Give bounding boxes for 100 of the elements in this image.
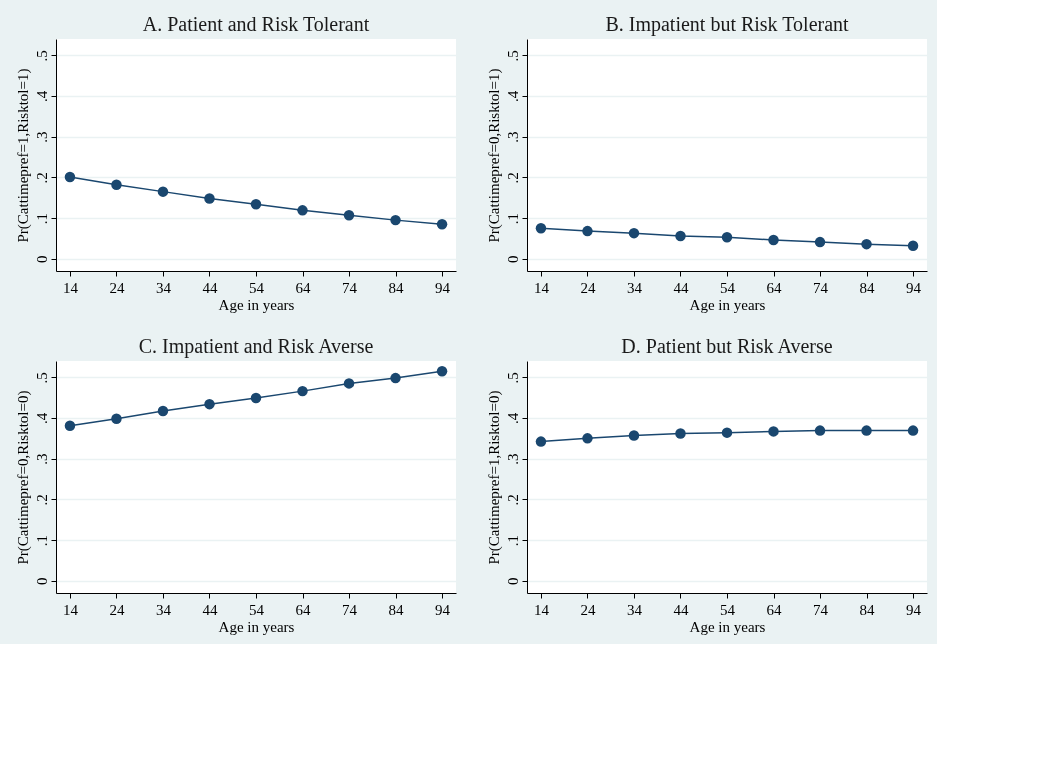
point bbox=[297, 385, 308, 397]
y-axis-title: Pr(Cattimepref=0,Risktol=1) bbox=[485, 68, 503, 243]
point bbox=[250, 392, 262, 404]
y-tick-label: .3 bbox=[33, 131, 50, 143]
x-tick-label: 64 bbox=[766, 279, 783, 296]
x-tick-label: 74 bbox=[342, 279, 358, 296]
x-tick-label: 34 bbox=[626, 279, 643, 296]
x-axis-title: Age in years bbox=[689, 618, 766, 635]
point bbox=[582, 433, 593, 444]
y-tick-label: .5 bbox=[33, 50, 50, 62]
y-tick-label: 0 bbox=[33, 255, 50, 264]
x-tick-label: 24 bbox=[109, 279, 125, 296]
chart-title: D. Patient but Risk Averse bbox=[621, 335, 833, 357]
y-tick-label: .2 bbox=[33, 172, 50, 184]
x-tick-label: 34 bbox=[155, 601, 172, 618]
x-tick-label: 44 bbox=[673, 601, 689, 618]
y-tick-label: .3 bbox=[33, 453, 50, 465]
x-axis-title: Age in years bbox=[218, 296, 295, 313]
x-tick-label: 24 bbox=[109, 601, 125, 618]
x-tick-label: 24 bbox=[580, 279, 596, 296]
x-axis-title: Age in years bbox=[218, 618, 295, 635]
x-tick-label: 64 bbox=[295, 601, 312, 618]
y-tick-label: .1 bbox=[33, 212, 50, 225]
point bbox=[535, 436, 547, 447]
x-tick-label: 54 bbox=[720, 279, 736, 296]
x-tick-label: 94 bbox=[435, 279, 451, 296]
point bbox=[861, 238, 872, 250]
point bbox=[907, 425, 919, 436]
x-tick-label: 44 bbox=[673, 279, 689, 296]
x-tick-label: 94 bbox=[435, 601, 451, 618]
x-tick-label: 54 bbox=[720, 601, 736, 618]
x-axis-title: Age in years bbox=[689, 296, 766, 313]
y-tick-label: .4 bbox=[33, 412, 50, 425]
y-tick-label: .5 bbox=[504, 50, 521, 62]
x-tick-label: 74 bbox=[813, 601, 829, 618]
y-tick-label: .2 bbox=[33, 494, 50, 506]
point bbox=[814, 425, 826, 436]
x-tick-label: 34 bbox=[626, 601, 643, 618]
point bbox=[297, 205, 308, 216]
chart-title: B. Impatient but Risk Tolerant bbox=[605, 13, 850, 36]
chart-title: C. Impatient and Risk Averse bbox=[138, 335, 374, 358]
y-tick-label: 0 bbox=[504, 577, 521, 586]
y-tick-label: .2 bbox=[504, 494, 521, 506]
point bbox=[436, 218, 448, 230]
point bbox=[390, 214, 401, 226]
point bbox=[390, 372, 401, 384]
y-axis-title: Pr(Cattimepref=1,Risktol=1) bbox=[14, 68, 32, 243]
x-tick-label: 44 bbox=[202, 279, 218, 296]
point bbox=[157, 405, 169, 417]
x-tick-label: 54 bbox=[249, 279, 265, 296]
x-tick-label: 94 bbox=[906, 601, 922, 618]
x-tick-label: 34 bbox=[155, 279, 172, 296]
point bbox=[343, 210, 355, 221]
x-tick-label: 84 bbox=[388, 279, 405, 296]
y-tick-label: .1 bbox=[504, 534, 521, 547]
x-tick-label: 44 bbox=[202, 601, 218, 618]
point bbox=[535, 223, 547, 234]
point bbox=[64, 171, 76, 183]
y-tick-label: 0 bbox=[33, 577, 50, 586]
point bbox=[343, 378, 355, 389]
point bbox=[111, 179, 122, 190]
x-tick-label: 74 bbox=[813, 279, 829, 296]
chart-title: A. Patient and Risk Tolerant bbox=[142, 13, 370, 35]
point bbox=[582, 225, 593, 237]
point bbox=[907, 240, 919, 251]
x-tick-label: 84 bbox=[859, 601, 876, 618]
x-tick-label: 74 bbox=[342, 601, 358, 618]
point bbox=[64, 420, 76, 431]
y-tick-label: .2 bbox=[504, 172, 521, 184]
point bbox=[436, 365, 448, 377]
point bbox=[675, 230, 686, 242]
y-tick-label: .4 bbox=[33, 90, 50, 103]
point bbox=[721, 231, 733, 243]
y-tick-label: .3 bbox=[504, 131, 521, 143]
y-tick-label: .5 bbox=[33, 372, 50, 384]
point bbox=[157, 186, 169, 197]
x-tick-label: 54 bbox=[249, 601, 265, 618]
point bbox=[250, 199, 262, 210]
point bbox=[628, 430, 640, 441]
y-tick-label: .3 bbox=[504, 453, 521, 465]
point bbox=[628, 227, 640, 239]
x-tick-label: 24 bbox=[580, 601, 596, 618]
x-tick-label: 14 bbox=[62, 601, 79, 618]
x-tick-label: 84 bbox=[859, 279, 876, 296]
point bbox=[675, 428, 686, 439]
point bbox=[204, 398, 215, 410]
point bbox=[768, 234, 779, 246]
x-tick-label: 64 bbox=[766, 601, 783, 618]
point bbox=[204, 193, 215, 204]
x-tick-label: 14 bbox=[533, 279, 550, 296]
x-tick-label: 94 bbox=[906, 279, 922, 296]
y-tick-label: .1 bbox=[504, 212, 521, 225]
y-tick-label: .4 bbox=[504, 412, 521, 425]
x-tick-label: 84 bbox=[388, 601, 405, 618]
x-tick-label: 14 bbox=[533, 601, 550, 618]
y-tick-label: 0 bbox=[504, 255, 521, 264]
y-tick-label: .5 bbox=[504, 372, 521, 384]
y-tick-label: .1 bbox=[33, 534, 50, 547]
point bbox=[814, 236, 826, 248]
x-tick-label: 64 bbox=[295, 279, 312, 296]
